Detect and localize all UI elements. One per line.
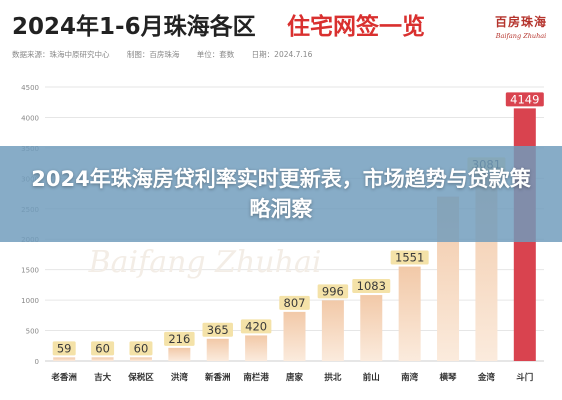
- category-label: 拱北: [324, 372, 342, 383]
- category-label: 保税区: [127, 372, 154, 383]
- value-label-box: [129, 341, 153, 356]
- date-text: 日期：2024.7.16: [251, 50, 313, 59]
- bar: [360, 295, 383, 361]
- value-label: 1083: [357, 279, 386, 293]
- bar: [398, 266, 421, 361]
- value-label: 60: [95, 341, 110, 355]
- source-text: 数据来源：珠海中原研究中心: [12, 50, 110, 59]
- value-label: 59: [57, 341, 72, 355]
- category-label: 洪湾: [171, 372, 189, 383]
- value-label-box: [91, 341, 115, 356]
- category-label: 老香洲: [50, 372, 77, 383]
- value-label: 420: [245, 319, 267, 333]
- x-axis-categories: 老香洲 吉大 保税区 洪湾 新香洲 南栏港 唐家 拱北 前山 南湾 横琴 金湾 斗门: [50, 372, 533, 383]
- y-tick-label: 500: [26, 328, 39, 336]
- y-tick-label: 1500: [21, 267, 39, 275]
- category-label: 斗门: [516, 372, 533, 383]
- source-info: 数据来源：珠海中原研究中心 制图：百房珠海 单位：套数 日期：2024.7.16: [12, 49, 327, 60]
- unit-text: 单位：套数: [196, 50, 235, 59]
- logo-text: 百房珠海: [494, 15, 547, 29]
- y-tick-label: 4000: [21, 114, 39, 122]
- value-labels: 5960602163654208079961083155130814149: [52, 92, 544, 356]
- value-label-box: [240, 319, 272, 334]
- chart-title-main: 2024年1-6月珠海各区: [12, 14, 256, 40]
- category-label: 南栏港: [243, 372, 269, 383]
- chart-title-highlight: 住宅网签一览: [287, 14, 425, 40]
- chart-maker-text: 制图：百房珠海: [126, 50, 180, 59]
- headline-text: 2024年珠海房贷利率实时更新表，市场趋势与贷款策略洞察: [31, 167, 531, 221]
- category-label: 金湾: [477, 372, 496, 383]
- category-label: 横琴: [439, 372, 458, 383]
- y-tick-label: 1000: [21, 297, 39, 305]
- y-tick-label: 0: [35, 358, 39, 366]
- bar: [321, 300, 344, 361]
- bar: [206, 338, 229, 361]
- value-label-box: [390, 250, 429, 265]
- value-label-box: [164, 331, 195, 346]
- category-label: 南湾: [401, 372, 419, 383]
- value-label-box: [279, 295, 310, 310]
- value-label-box: [317, 284, 349, 299]
- category-label: 唐家: [286, 372, 304, 383]
- value-label: 365: [207, 323, 229, 337]
- bar: [91, 357, 114, 361]
- value-label: 60: [134, 341, 149, 355]
- bar: [283, 311, 306, 361]
- value-label-box: [52, 341, 76, 356]
- category-label: 新香洲: [205, 372, 231, 383]
- bar: [53, 357, 76, 361]
- category-label: 吉大: [94, 372, 112, 383]
- y-tick-label: 4500: [21, 84, 39, 92]
- brand-logo: 百房珠海 Baifang Zhuhai: [488, 13, 554, 40]
- category-label: 前山: [363, 372, 380, 383]
- value-label: 996: [322, 284, 344, 298]
- bar: [129, 357, 152, 361]
- value-label: 1551: [395, 251, 424, 265]
- value-label-box: [202, 322, 233, 337]
- watermark-text: Baifang Zhuhai: [88, 245, 322, 280]
- headline-banner: [0, 146, 562, 242]
- value-label: 807: [284, 296, 306, 310]
- logo-subtext: Baifang Zhuhai: [495, 32, 547, 40]
- bar: [168, 347, 191, 361]
- bar: [245, 335, 268, 361]
- value-label: 216: [168, 332, 190, 346]
- value-label-box: [505, 92, 544, 107]
- value-label: 4149: [510, 92, 539, 106]
- value-label-box: [352, 279, 391, 294]
